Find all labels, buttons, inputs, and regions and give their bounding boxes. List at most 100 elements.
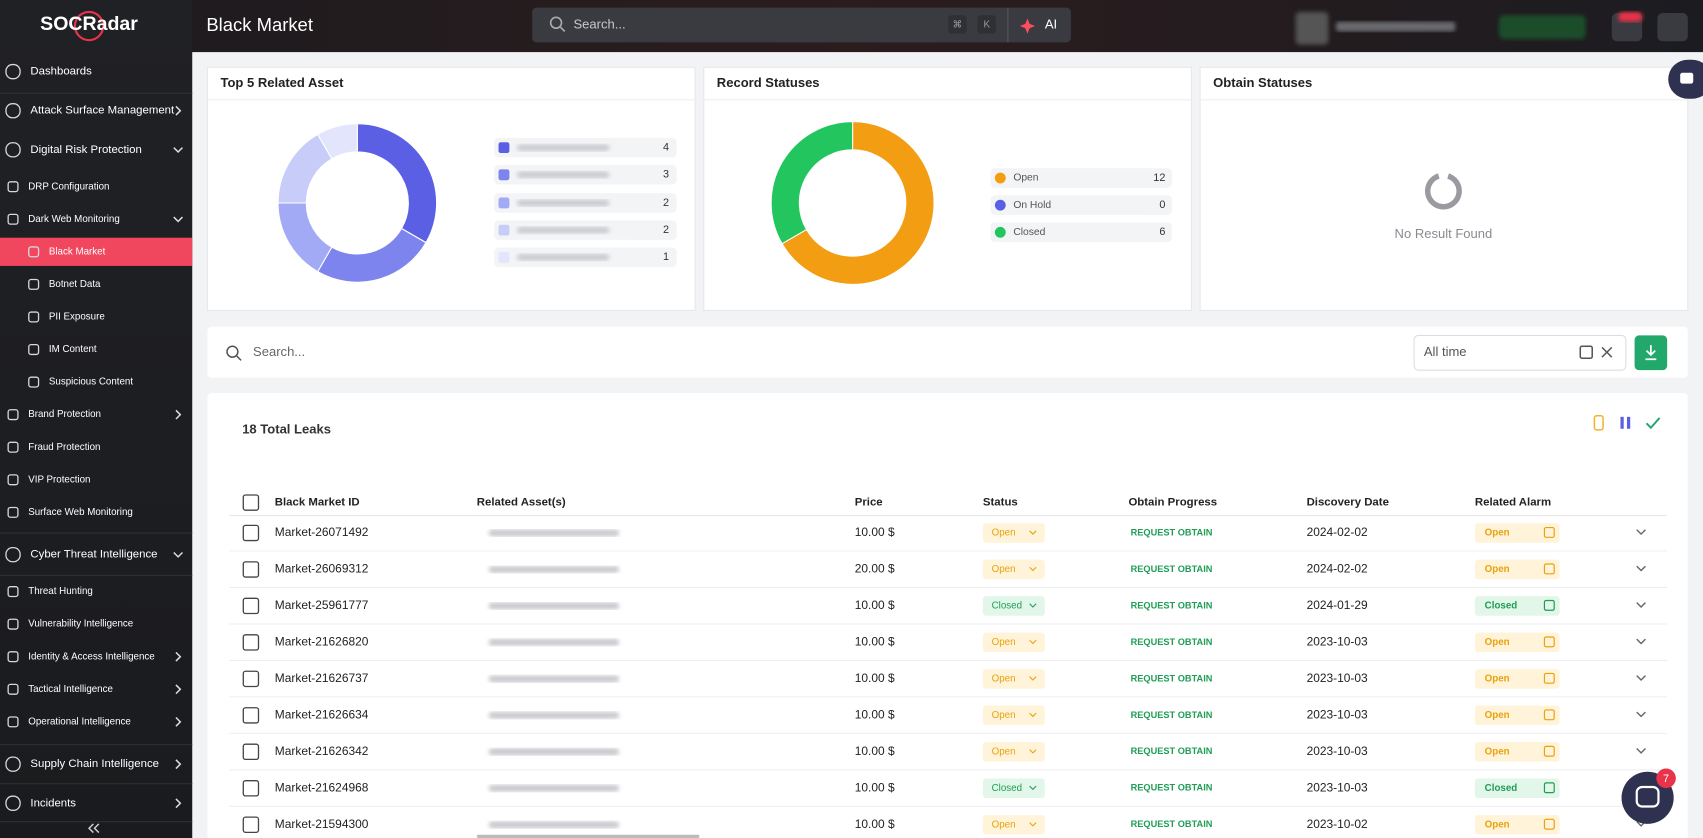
related-alarm[interactable] bbox=[1474, 632, 1560, 653]
row-checkbox[interactable] bbox=[242, 597, 260, 615]
row-checkbox[interactable] bbox=[242, 743, 260, 761]
row-checkbox[interactable] bbox=[242, 816, 260, 834]
related-alarm[interactable] bbox=[1474, 596, 1560, 616]
related-alarm[interactable] bbox=[1474, 778, 1560, 799]
status-dropdown[interactable] bbox=[982, 705, 1045, 726]
expand-row[interactable] bbox=[1636, 748, 1646, 754]
legend-value: 3 bbox=[663, 169, 669, 181]
sidebar-item[interactable]: PII Exposure bbox=[49, 312, 105, 323]
status[interactable]: Open bbox=[992, 819, 1016, 830]
status-dropdown[interactable] bbox=[982, 814, 1045, 835]
expand-row[interactable] bbox=[1636, 711, 1646, 718]
related-alarm[interactable] bbox=[1474, 742, 1560, 762]
sidebar-item[interactable]: Threat Hunting bbox=[28, 586, 93, 597]
price: 10.00 $ bbox=[855, 671, 895, 685]
select-all-checkbox[interactable] bbox=[242, 494, 260, 511]
expand-row[interactable] bbox=[1636, 529, 1646, 536]
sidebar-item[interactable]: VIP Protection bbox=[28, 474, 90, 485]
obtain-action[interactable]: REQUEST OBTAIN bbox=[1131, 783, 1213, 793]
sidebar-item[interactable]: Tactical Intelligence bbox=[28, 684, 113, 695]
sidebar-item[interactable]: Cyber Threat Intelligence bbox=[30, 549, 157, 561]
status-dropdown[interactable] bbox=[982, 559, 1045, 580]
global-search[interactable] bbox=[532, 7, 1071, 43]
status[interactable]: Open bbox=[992, 710, 1016, 721]
collapse-sidebar[interactable] bbox=[87, 823, 94, 834]
obtain-action[interactable]: REQUEST OBTAIN bbox=[1131, 527, 1213, 537]
related-alarm[interactable] bbox=[1474, 814, 1560, 835]
discovery-date: 2023-10-03 bbox=[1307, 635, 1368, 649]
sidebar-item[interactable]: Botnet Data bbox=[49, 279, 101, 290]
filter-hold-icon[interactable] bbox=[1626, 416, 1631, 429]
sidebar-item[interactable]: Vulnerability Intelligence bbox=[28, 619, 133, 630]
ai-icon bbox=[1019, 18, 1036, 34]
obtain-action[interactable]: REQUEST OBTAIN bbox=[1131, 637, 1213, 647]
expand-row[interactable] bbox=[1636, 638, 1646, 645]
status-dropdown[interactable] bbox=[982, 632, 1045, 653]
sidebar-item[interactable]: Identity & Access Intelligence bbox=[28, 651, 155, 662]
sidebar-item[interactable]: Dark Web Monitoring bbox=[28, 214, 120, 225]
obtain-action[interactable]: REQUEST OBTAIN bbox=[1131, 600, 1213, 610]
related-alarm[interactable] bbox=[1474, 669, 1560, 689]
status-chevron bbox=[1029, 566, 1037, 572]
status-chevron bbox=[1029, 530, 1037, 535]
status-dropdown[interactable] bbox=[982, 523, 1045, 543]
sidebar-item[interactable]: Brand Protection bbox=[28, 409, 101, 420]
search-icon bbox=[549, 16, 563, 30]
sidebar-item[interactable]: Operational Intelligence bbox=[28, 716, 131, 727]
clear-icon[interactable] bbox=[1601, 346, 1613, 358]
obtain-action[interactable]: REQUEST OBTAIN bbox=[1131, 710, 1213, 720]
status-dropdown[interactable] bbox=[982, 778, 1045, 799]
sidebar-item[interactable]: Black Market bbox=[49, 246, 106, 257]
status-dropdown[interactable] bbox=[982, 742, 1045, 762]
sidebar-item[interactable]: Attack Surface Management bbox=[30, 105, 175, 117]
expand-row[interactable] bbox=[1636, 675, 1646, 681]
filter-hold-icon[interactable] bbox=[1620, 416, 1624, 429]
obtain-action[interactable]: REQUEST OBTAIN bbox=[1131, 746, 1213, 756]
filter-pending-icon[interactable] bbox=[1593, 414, 1604, 431]
sidebar-item[interactable]: Fraud Protection bbox=[28, 442, 100, 453]
legend-label-blurred bbox=[516, 144, 610, 151]
sidebar-item[interactable]: Supply Chain Intelligence bbox=[30, 758, 159, 770]
sidebar-item[interactable]: Dashboards bbox=[30, 66, 92, 78]
sidebar-item[interactable]: Suspicious Content bbox=[49, 377, 133, 388]
related-alarm[interactable] bbox=[1474, 705, 1560, 726]
sidebar-item[interactable]: Surface Web Monitoring bbox=[28, 507, 133, 518]
obtain-action[interactable]: REQUEST OBTAIN bbox=[1131, 819, 1213, 829]
status-dropdown[interactable] bbox=[982, 669, 1045, 689]
row-checkbox[interactable] bbox=[242, 670, 260, 688]
header-action-button[interactable] bbox=[1657, 13, 1688, 42]
row-checkbox[interactable] bbox=[242, 634, 260, 651]
status[interactable]: Open bbox=[992, 637, 1016, 648]
sidebar-item[interactable]: IM Content bbox=[49, 344, 97, 355]
obtain-action[interactable]: REQUEST OBTAIN bbox=[1131, 564, 1213, 574]
expand-row[interactable] bbox=[1636, 565, 1646, 572]
row-checkbox[interactable] bbox=[242, 707, 260, 724]
status[interactable]: Closed bbox=[992, 601, 1022, 612]
related-alarm[interactable] bbox=[1474, 523, 1560, 543]
price: 20.00 $ bbox=[855, 562, 895, 576]
calendar-icon[interactable] bbox=[1579, 345, 1593, 359]
collapse-sidebar[interactable] bbox=[93, 823, 100, 834]
row-checkbox[interactable] bbox=[242, 561, 260, 578]
status-dropdown[interactable] bbox=[982, 596, 1045, 616]
status[interactable]: Open bbox=[992, 746, 1016, 757]
sidebar-item[interactable]: DRP Configuration bbox=[28, 181, 109, 192]
related-alarm[interactable] bbox=[1474, 559, 1560, 580]
account-avatar[interactable] bbox=[1295, 11, 1329, 45]
status[interactable]: Open bbox=[992, 528, 1016, 539]
widget-card bbox=[1199, 66, 1689, 311]
sidebar-item[interactable]: Incidents bbox=[30, 797, 76, 809]
filter-closed-icon[interactable] bbox=[1645, 417, 1661, 430]
row-checkbox[interactable] bbox=[242, 780, 260, 797]
obtain-action[interactable]: REQUEST OBTAIN bbox=[1131, 673, 1213, 683]
table-search-input[interactable]: Search... bbox=[253, 344, 305, 359]
sidebar-item[interactable]: Digital Risk Protection bbox=[30, 144, 141, 156]
ai-button[interactable]: AI bbox=[1045, 16, 1057, 31]
status[interactable]: Closed bbox=[992, 783, 1022, 794]
date-filter[interactable] bbox=[1413, 334, 1627, 371]
row-checkbox[interactable] bbox=[242, 524, 260, 542]
expand-row[interactable] bbox=[1636, 602, 1646, 609]
status-blurred[interactable] bbox=[1498, 15, 1586, 40]
status[interactable]: Open bbox=[992, 564, 1016, 575]
status[interactable]: Open bbox=[992, 673, 1016, 684]
